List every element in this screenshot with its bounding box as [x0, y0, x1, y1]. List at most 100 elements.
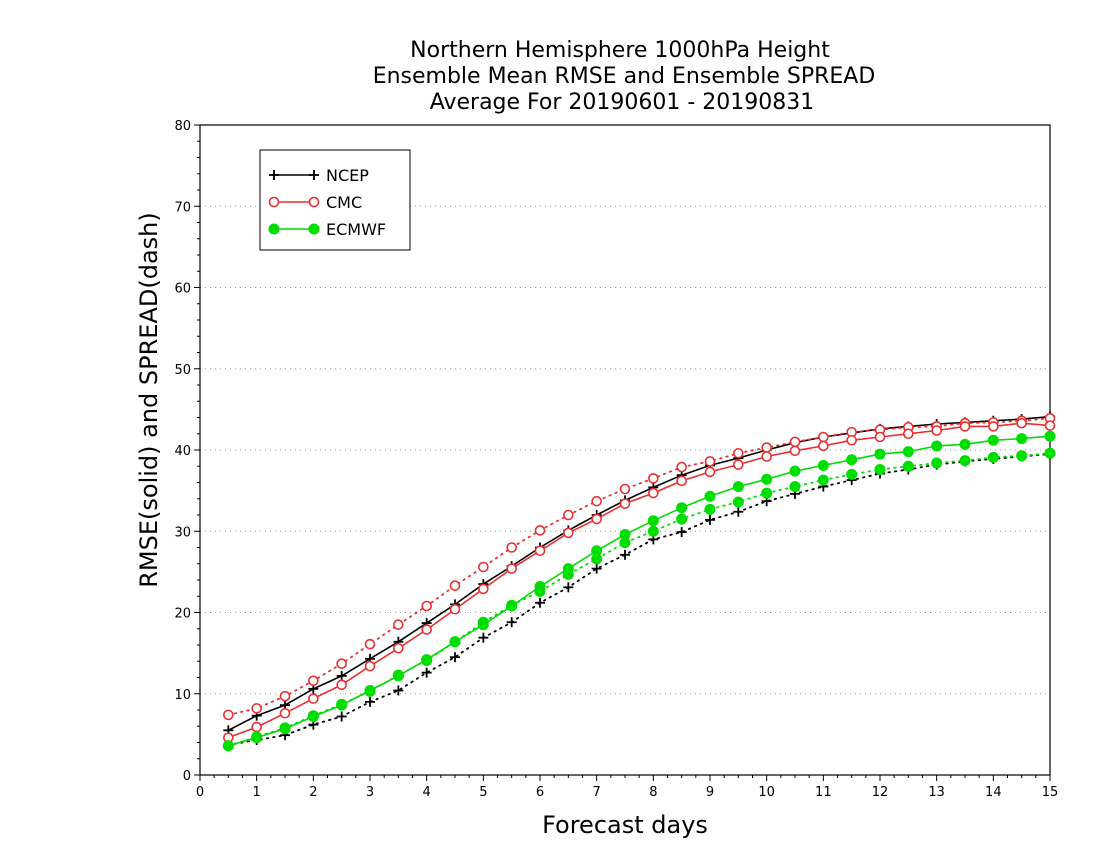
spread-point-ncep: [421, 667, 432, 678]
rmse-point-cmc: [903, 428, 914, 440]
spread-point-ecmwf: [761, 487, 773, 499]
spread-point-ncep: [535, 597, 545, 608]
rmse-point-cmc: [959, 421, 971, 432]
rmse-point-cmc: [761, 451, 772, 462]
rmse-point-ecmwf: [619, 529, 631, 540]
x-axis-label: Forecast days: [542, 811, 708, 839]
spread-point-ecmwf: [732, 496, 744, 508]
x-tick-label: 15: [1042, 785, 1059, 800]
gridlines: [200, 205, 1050, 695]
spread-point-ncep: [733, 506, 744, 517]
spread-point-cmc: [704, 456, 716, 467]
rmse-point-cmc: [449, 603, 461, 615]
rmse-point-cmc: [506, 563, 517, 574]
spread-point-cmc: [676, 461, 687, 473]
x-tick-label: 7: [593, 785, 601, 800]
spread-point-ncep: [478, 632, 489, 643]
rmse-point-cmc: [251, 721, 262, 733]
spread-point-cmc: [619, 483, 631, 495]
rmse-point-ecmwf: [959, 438, 971, 450]
title-line-2: Ensemble Mean RMSE and Ensemble SPREAD: [373, 64, 876, 89]
plot-series: [222, 411, 1056, 752]
y-tick-label: 60: [174, 282, 191, 297]
rmse-point-cmc: [336, 679, 347, 691]
legend-item-ecmwf: ECMWF: [268, 220, 386, 239]
y-tick-label: 70: [174, 200, 191, 215]
rmse-point-cmc: [393, 642, 404, 654]
spread-point-cmc: [648, 473, 659, 484]
spread-point-cmc: [478, 561, 489, 573]
rmse-point-ecmwf: [421, 654, 433, 666]
legend-label-ncep: NCEP: [326, 166, 369, 185]
x-tick-label: 13: [928, 785, 945, 800]
spread-point-ecmwf: [817, 474, 829, 486]
y-tick-label: 40: [174, 444, 191, 459]
rmse-point-ecmwf: [987, 434, 999, 446]
rmse-point-cmc: [591, 513, 602, 525]
spread-point-ecmwf: [647, 525, 659, 537]
rmse-point-ecmwf: [307, 711, 319, 722]
spread-point-ncep: [620, 549, 630, 560]
rmse-point-ecmwf: [647, 515, 659, 527]
rmse-point-cmc: [846, 434, 857, 446]
x-tick-label: 9: [706, 785, 714, 800]
spread-point-ecmwf: [902, 460, 914, 472]
rmse-point-cmc: [648, 487, 659, 499]
spread-point-cmc: [789, 436, 801, 448]
rmse-point-cmc: [1016, 417, 1027, 429]
x-tick-label: 11: [815, 785, 832, 800]
rmse-point-ecmwf: [222, 740, 234, 752]
rmse-point-cmc: [364, 660, 376, 672]
legend: NCEP CMC ECMWF: [259, 149, 411, 251]
rmse-point-ecmwf: [562, 563, 574, 575]
rmse-point-cmc: [421, 624, 432, 635]
rmse-point-cmc: [818, 440, 829, 452]
spread-point-cmc: [279, 690, 291, 702]
rmse-point-ecmwf: [449, 636, 461, 648]
spread-point-cmc: [733, 447, 744, 459]
rmse-point-ecmwf: [931, 440, 943, 452]
spread-point-ncep: [563, 582, 574, 593]
legend-marker-cmc: [308, 196, 320, 208]
spread-point-cmc: [591, 495, 602, 507]
rmse-point-cmc: [534, 545, 546, 557]
spread-point-cmc: [393, 619, 404, 630]
rmse-point-cmc: [988, 421, 999, 432]
legend-item-ncep: NCEP: [269, 166, 369, 185]
y-tick-label: 10: [174, 688, 191, 703]
rmse-point-ecmwf: [506, 600, 518, 612]
spread-point-ncep: [705, 514, 715, 525]
spread-point-cmc: [449, 580, 461, 591]
series-ncep: [223, 411, 1055, 750]
spread-point-ecmwf: [987, 451, 999, 463]
spread-point-ncep: [450, 652, 460, 663]
spread-point-cmc: [421, 600, 432, 612]
y-axis-label: RMSE(solid) and SPREAD(dash): [135, 212, 163, 588]
title-line-1: Northern Hemisphere 1000hPa Height: [410, 38, 830, 63]
legend-marker-ecmwf: [268, 223, 280, 235]
spread-line-ecmwf: [227, 452, 1051, 747]
x-tick-label: 12: [872, 785, 889, 800]
rmse-point-ecmwf: [817, 459, 829, 471]
spread-point-ncep: [393, 685, 404, 696]
rmse-point-ecmwf: [732, 481, 744, 493]
x-tick-label: 4: [423, 785, 431, 800]
rmse-point-cmc: [563, 527, 574, 539]
rmse-point-ecmwf: [846, 454, 858, 466]
y-tick-label: 30: [174, 525, 191, 540]
rmse-point-ecmwf: [676, 502, 688, 514]
legend-marker-cmc: [268, 196, 280, 208]
y-tick-label: 20: [174, 607, 191, 622]
rmse-point-cmc: [308, 693, 319, 704]
spread-point-ncep: [676, 527, 687, 538]
rmse-point-cmc: [676, 475, 687, 487]
chart-title: Northern Hemisphere 1000hPa Height Ensem…: [373, 38, 876, 115]
rmse-point-ecmwf: [874, 448, 886, 460]
rmse-point-cmc: [478, 583, 489, 595]
spread-point-ecmwf: [931, 457, 943, 469]
x-tick-label: 1: [253, 785, 261, 800]
spread-point-cmc: [534, 525, 546, 536]
series-ecmwf: [222, 430, 1056, 752]
x-tick-label: 5: [479, 785, 487, 800]
